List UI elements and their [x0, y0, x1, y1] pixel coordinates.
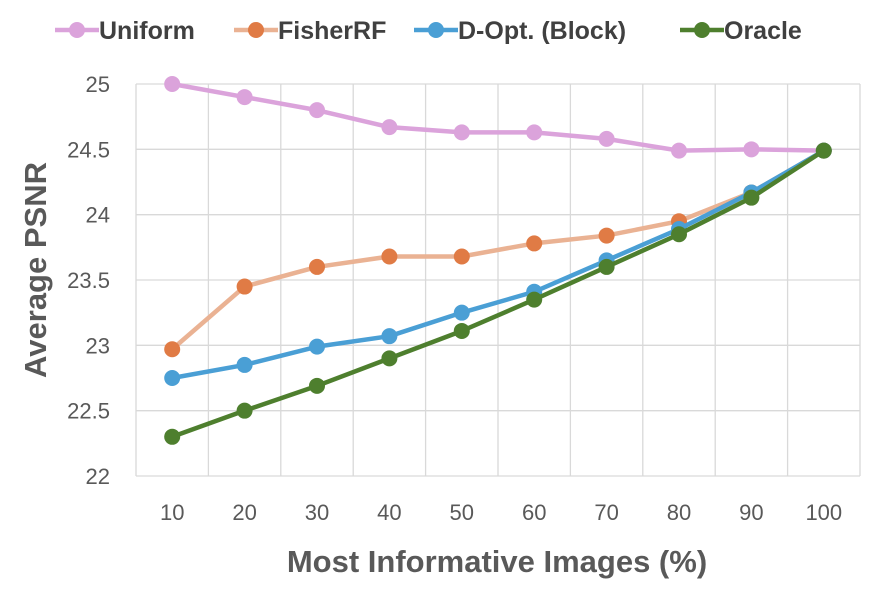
- x-tick-label: 40: [377, 500, 401, 525]
- legend-label: FisherRF: [278, 17, 386, 45]
- y-tick-label: 24: [86, 203, 110, 228]
- x-axis-title: Most Informative Images (%): [287, 544, 707, 579]
- data-point: [815, 142, 832, 159]
- data-point: [164, 341, 181, 358]
- data-point: [453, 322, 470, 339]
- x-tick-label: 60: [522, 500, 546, 525]
- data-point: [309, 377, 325, 394]
- x-tick-label: 30: [305, 500, 329, 525]
- data-point: [381, 119, 398, 136]
- y-tick-label: 23: [86, 333, 110, 358]
- y-tick-label: 25: [86, 72, 110, 97]
- data-point: [598, 227, 615, 244]
- data-point: [236, 402, 253, 419]
- x-axis-ticks: 10 20 30 40 50 60 70 80 90 100: [160, 500, 842, 525]
- data-point: [453, 304, 470, 321]
- data-point: [598, 258, 615, 275]
- y-tick-label: 22: [86, 464, 110, 489]
- data-point: [671, 226, 687, 243]
- legend-item: Oracle: [680, 17, 802, 45]
- y-tick-label: 24.5: [67, 137, 110, 162]
- legend-label: D-Opt. (Block): [458, 17, 626, 45]
- data-point: [236, 356, 253, 373]
- series-line: [169, 148, 827, 440]
- y-tick-label: 22.5: [67, 399, 110, 424]
- data-point: [164, 428, 181, 445]
- x-tick-label: 20: [232, 500, 256, 525]
- legend-marker: [248, 22, 264, 38]
- x-tick-label: 10: [160, 500, 184, 525]
- legend-marker: [428, 22, 444, 38]
- data-point: [453, 248, 470, 265]
- series-uniform: [164, 76, 832, 159]
- data-point: [743, 189, 760, 206]
- legend-item: Uniform: [55, 17, 195, 45]
- legend-marker: [694, 22, 710, 38]
- legend-item: D-Opt. (Block): [414, 17, 626, 45]
- series-lines: [164, 76, 832, 445]
- data-point: [453, 124, 470, 141]
- data-point: [381, 248, 398, 265]
- data-point: [381, 328, 398, 345]
- legend-item: FisherRF: [234, 17, 386, 45]
- x-tick-label: 70: [594, 500, 618, 525]
- series-line: [169, 148, 827, 381]
- data-point: [526, 124, 543, 141]
- data-point: [164, 370, 181, 386]
- data-point: [309, 102, 325, 119]
- series-line: [169, 148, 827, 352]
- data-point: [743, 141, 760, 158]
- y-tick-label: 23.5: [67, 268, 110, 293]
- x-tick-label: 100: [805, 500, 842, 525]
- data-point: [309, 338, 325, 355]
- data-point: [526, 235, 543, 252]
- data-point: [236, 89, 253, 106]
- legend-label: Uniform: [99, 17, 195, 45]
- legend: Uniform FisherRF D-Opt. (Block) Oracle: [55, 17, 802, 45]
- y-axis-ticks: 22 22.5 23 23.5 24 24.5 25: [67, 72, 110, 489]
- data-point: [164, 76, 181, 92]
- data-point: [236, 278, 253, 295]
- data-point: [381, 350, 398, 367]
- data-point: [526, 291, 543, 308]
- x-tick-label: 90: [739, 500, 763, 525]
- x-tick-label: 80: [667, 500, 691, 525]
- data-point: [309, 258, 325, 275]
- x-tick-label: 50: [450, 500, 474, 525]
- y-axis-title: Average PSNR: [18, 162, 53, 378]
- series-oracle: [164, 142, 832, 445]
- data-point: [598, 130, 615, 147]
- legend-label: Oracle: [724, 17, 802, 45]
- gridlines: [135, 83, 861, 477]
- series-line: [169, 81, 827, 153]
- data-point: [671, 142, 687, 159]
- legend-marker: [69, 22, 85, 38]
